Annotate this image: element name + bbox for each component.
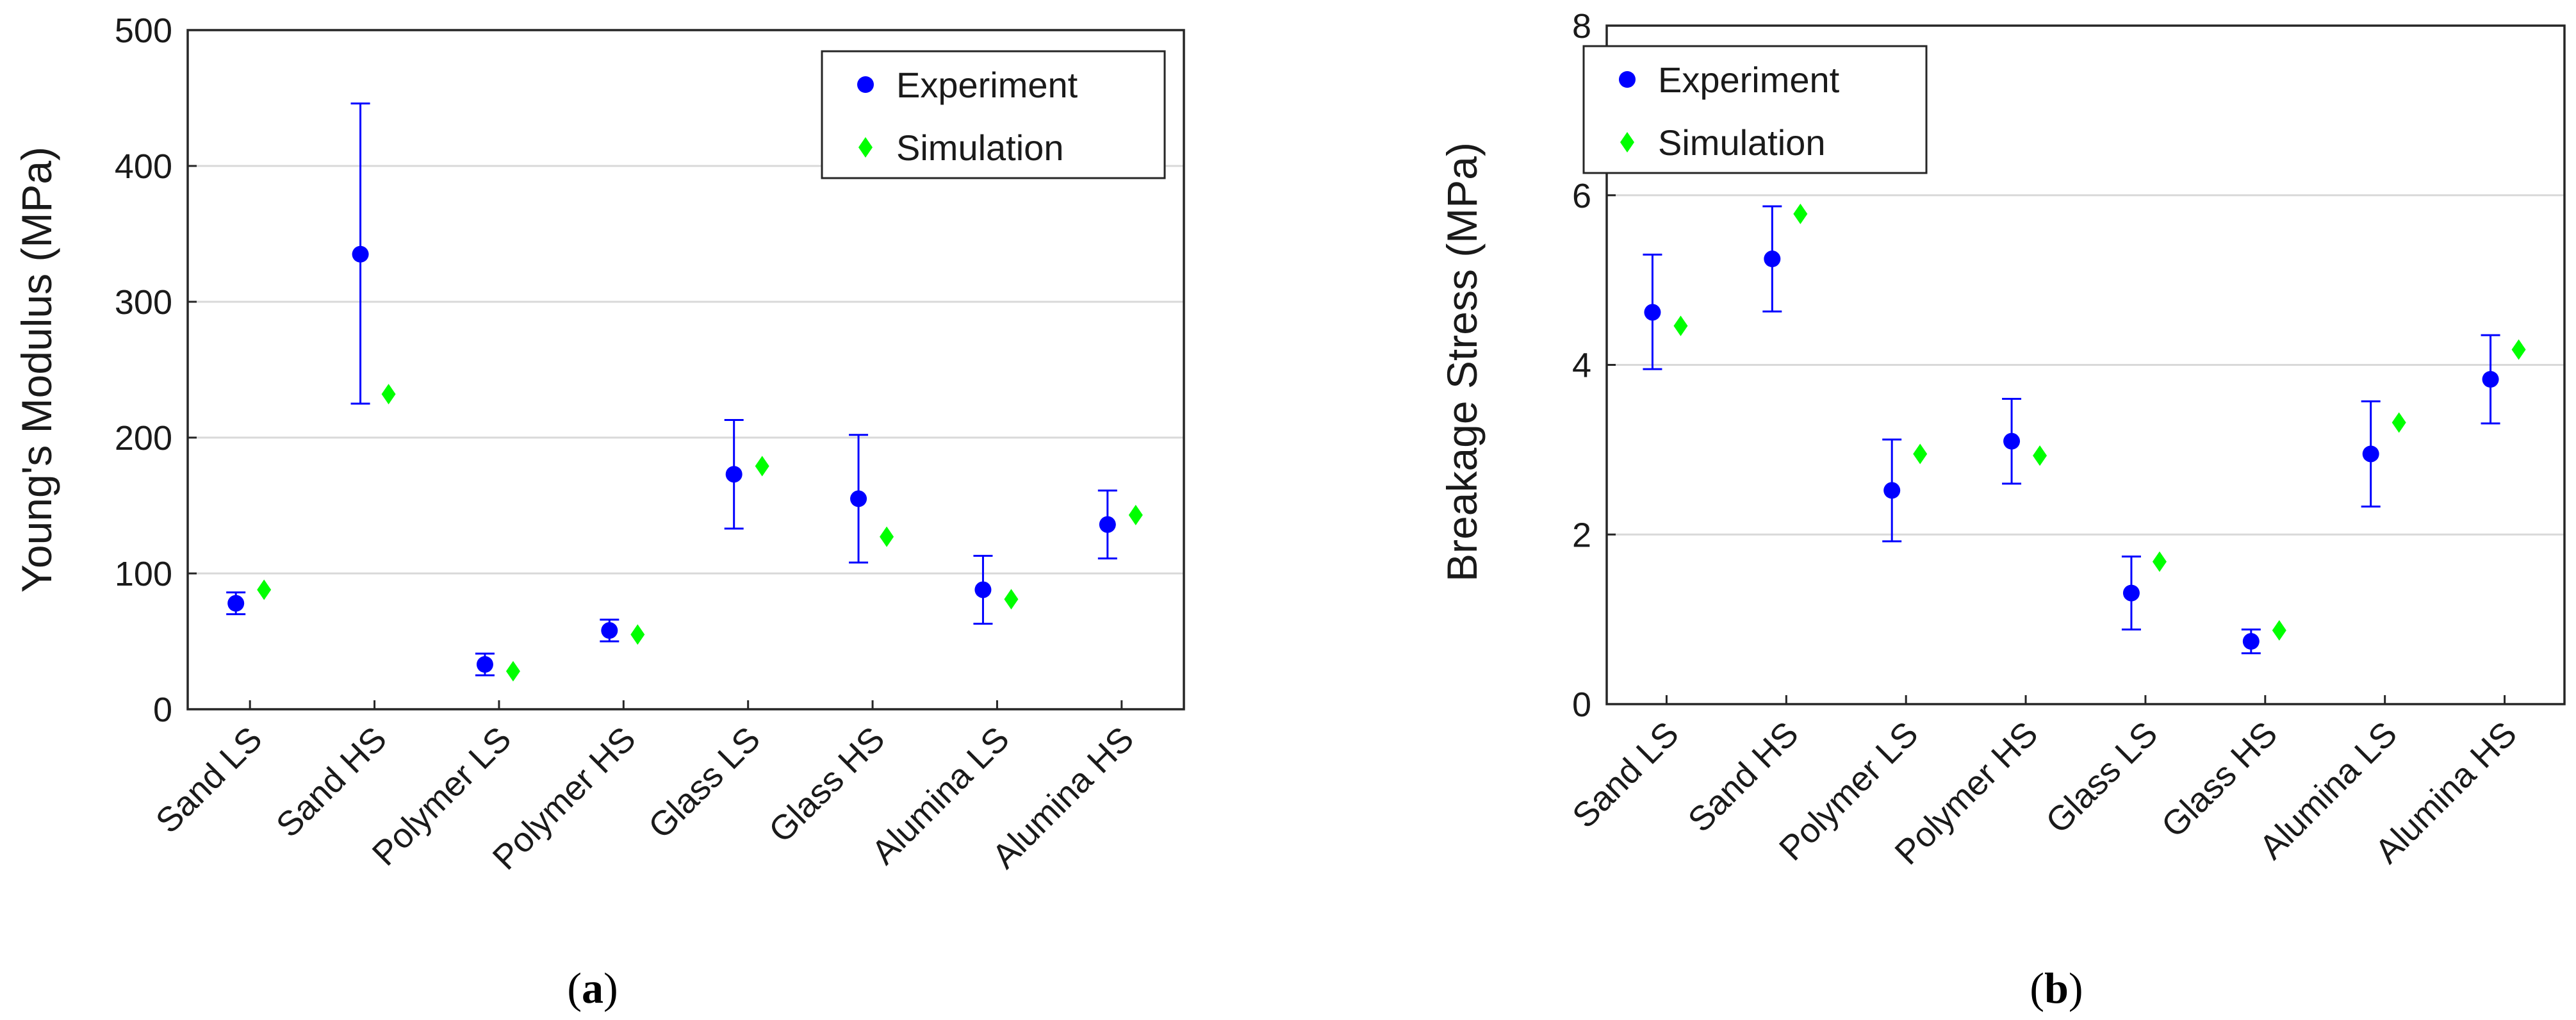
simulation-point bbox=[880, 526, 894, 547]
legend-label: Simulation bbox=[896, 128, 1063, 168]
y-tick-label: 8 bbox=[1572, 7, 1591, 45]
experiment-point bbox=[352, 245, 369, 263]
simulation-point bbox=[1913, 443, 1928, 465]
legend-box bbox=[821, 50, 1166, 179]
legend-simulation-marker bbox=[858, 137, 873, 158]
y-tick-label: 4 bbox=[1572, 347, 1591, 385]
experiment-point bbox=[850, 490, 867, 507]
simulation-point bbox=[505, 661, 520, 682]
panel-label-letter: a bbox=[582, 964, 603, 1012]
y-tick-label: 2 bbox=[1572, 516, 1591, 554]
y-axis-title: Young's Modulus (MPa) bbox=[13, 147, 60, 593]
plot-area-frame bbox=[1605, 24, 2566, 705]
legend-experiment-marker bbox=[1619, 71, 1636, 88]
experiment-point bbox=[2122, 584, 2140, 602]
simulation-point bbox=[755, 456, 769, 477]
experiment-point bbox=[1644, 304, 1661, 321]
legend-label: Simulation bbox=[1658, 122, 1825, 163]
simulation-point bbox=[2391, 412, 2406, 433]
experiment-point bbox=[2482, 371, 2499, 388]
legend-box bbox=[1582, 45, 1928, 174]
legend-simulation-marker bbox=[1620, 132, 1634, 152]
simulation-point bbox=[2152, 551, 2167, 572]
experiment-point bbox=[601, 622, 618, 639]
simulation-point bbox=[1004, 589, 1019, 610]
experiment-point bbox=[974, 581, 992, 598]
experiment-point bbox=[2242, 633, 2260, 650]
simulation-point bbox=[1673, 315, 1688, 336]
simulation-point bbox=[1128, 504, 1143, 525]
simulation-point bbox=[257, 579, 272, 600]
legend-label: Experiment bbox=[896, 65, 1078, 105]
panel-label: (a) bbox=[567, 964, 618, 1012]
y-axis-title: Breakage Stress (MPa) bbox=[1438, 142, 1486, 582]
simulation-point bbox=[2033, 445, 2047, 466]
y-tick-label: 200 bbox=[115, 419, 172, 457]
panel-label-letter: b bbox=[2044, 964, 2069, 1012]
y-tick-label: 6 bbox=[1572, 177, 1591, 215]
y-tick-label: 0 bbox=[1572, 686, 1591, 724]
legend-label: Experiment bbox=[1658, 60, 1840, 100]
y-tick-label: 400 bbox=[115, 147, 172, 186]
experiment-point bbox=[1764, 251, 1781, 268]
plot-area-frame bbox=[186, 29, 1185, 711]
simulation-point bbox=[1793, 203, 1808, 224]
y-tick-label: 100 bbox=[115, 555, 172, 593]
simulation-point bbox=[630, 624, 645, 645]
y-tick-label: 300 bbox=[115, 283, 172, 322]
simulation-point bbox=[2272, 620, 2286, 641]
experiment-point bbox=[2362, 445, 2379, 463]
experiment-point bbox=[227, 595, 245, 612]
experiment-point bbox=[476, 656, 493, 673]
simulation-point bbox=[2511, 339, 2526, 360]
y-tick-label: 0 bbox=[153, 691, 172, 729]
experiment-point bbox=[1099, 516, 1116, 533]
panel-label: (b) bbox=[2030, 964, 2083, 1012]
experiment-point bbox=[1883, 482, 1901, 499]
legend-experiment-marker bbox=[857, 76, 874, 93]
y-tick-label: 500 bbox=[115, 12, 172, 50]
experiment-point bbox=[725, 466, 742, 483]
experiment-point bbox=[2003, 432, 2021, 450]
simulation-point bbox=[381, 384, 396, 405]
